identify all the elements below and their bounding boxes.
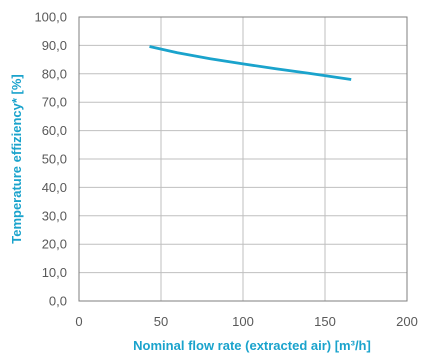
grid-lines: [78, 16, 408, 302]
series: [149, 45, 352, 81]
y-tick-label: 0,0: [49, 294, 67, 309]
y-tick-label: 100,0: [34, 10, 67, 25]
x-axis-ticks: 0 50 100 150 200: [75, 314, 417, 329]
y-tick-label: 80,0: [42, 66, 67, 81]
y-tick-label: 30,0: [42, 208, 67, 223]
series-line: [149, 45, 352, 81]
y-axis-ticks: 0,0 10,0 20,0 30,0 40,0 50,0 60,0 70,0 80,0 90,0 1…: [34, 10, 67, 309]
y-tick-label: 40,0: [42, 180, 67, 195]
y-tick-label: 60,0: [42, 123, 67, 138]
y-tick-label: 20,0: [42, 237, 67, 252]
x-tick-label: 150: [314, 314, 336, 329]
y-tick-label: 90,0: [42, 38, 67, 53]
y-axis-title: Temperature effiziency* [%]: [9, 74, 24, 244]
x-tick-label: 50: [154, 314, 168, 329]
y-tick-label: 70,0: [42, 95, 67, 110]
y-tick-label: 50,0: [42, 152, 67, 167]
x-axis-title: Nominal flow rate (extracted air) [m³/h]: [133, 338, 371, 353]
y-tick-label: 10,0: [42, 265, 67, 280]
x-tick-label: 0: [75, 314, 82, 329]
plot-frame: [78, 16, 408, 302]
x-tick-label: 200: [396, 314, 418, 329]
x-tick-label: 100: [232, 314, 254, 329]
